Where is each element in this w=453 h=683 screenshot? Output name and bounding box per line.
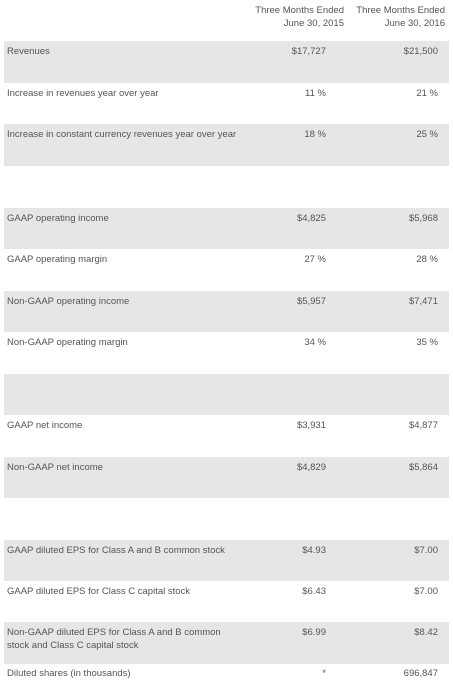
row-value-2015: $6.99 bbox=[302, 627, 326, 638]
table-row-revenue-growth: Increase in revenues year over year 11 %… bbox=[4, 83, 449, 124]
row-value-2016: $8.42 bbox=[414, 627, 438, 638]
table-row-revenues: Revenues $17,727 $21,500 bbox=[4, 41, 449, 83]
table-row-gaap-net-income: GAAP net income $3,931 $4,877 bbox=[4, 415, 449, 457]
column-header-2016-line1: Three Months Ended bbox=[356, 5, 445, 16]
column-header-2015: Three Months Ended June 30, 2015 bbox=[255, 4, 344, 30]
row-value-2016: $4,877 bbox=[408, 420, 438, 431]
table-row-non-gaap-operating-margin: Non-GAAP operating margin 34 % 35 % bbox=[4, 332, 449, 374]
table-row-gaap-eps-class-a-b: GAAP diluted EPS for Class A and B commo… bbox=[4, 540, 449, 581]
row-value-2016: $21,500 bbox=[403, 46, 438, 57]
row-value-2016: 28 % bbox=[416, 254, 438, 265]
table-row-gaap-operating-income: GAAP operating income $4,825 $5,968 bbox=[4, 208, 449, 249]
row-value-2015: 18 % bbox=[304, 129, 326, 140]
table-row-non-gaap-operating-income: Non-GAAP operating income $5,957 $7,471 bbox=[4, 291, 449, 332]
table-row-constant-currency-growth: Increase in constant currency revenues y… bbox=[4, 124, 449, 166]
table-row-non-gaap-eps: Non-GAAP diluted EPS for Class A and B c… bbox=[4, 622, 449, 664]
table-row-spacer bbox=[4, 374, 449, 415]
column-header-2015-line1: Three Months Ended bbox=[255, 5, 344, 16]
row-label: Non-GAAP net income bbox=[7, 462, 103, 473]
row-label: Increase in constant currency revenues y… bbox=[7, 129, 237, 140]
row-label: Revenues bbox=[7, 46, 50, 57]
column-header-2016-line2: June 30, 2016 bbox=[384, 18, 445, 29]
row-value-2016: 21 % bbox=[416, 88, 438, 99]
table-row-non-gaap-net-income: Non-GAAP net income $4,829 $5,864 bbox=[4, 457, 449, 498]
row-label: GAAP operating income bbox=[7, 213, 109, 224]
row-value-2015: $6.43 bbox=[302, 586, 326, 597]
column-header-2016: Three Months Ended June 30, 2016 bbox=[356, 4, 445, 30]
row-value-2016: 25 % bbox=[416, 129, 438, 140]
row-value-2016: 696,847 bbox=[403, 668, 438, 679]
row-value-2016: $5,968 bbox=[408, 213, 438, 224]
row-value-2015: 34 % bbox=[304, 337, 326, 348]
row-label: Diluted shares (in thousands) bbox=[7, 668, 131, 679]
row-value-2016: $5,864 bbox=[408, 462, 438, 473]
table-row-gaap-operating-margin: GAAP operating margin 27 % 28 % bbox=[4, 249, 449, 291]
row-value-2016: 35 % bbox=[416, 337, 438, 348]
row-label: GAAP operating margin bbox=[7, 254, 108, 265]
row-value-2015: 27 % bbox=[304, 254, 326, 265]
row-value-2015: $4,829 bbox=[296, 462, 326, 473]
row-label: GAAP diluted EPS for Class A and B commo… bbox=[7, 545, 225, 556]
row-value-2016: $7.00 bbox=[414, 545, 438, 556]
row-label: Increase in revenues year over year bbox=[7, 88, 159, 99]
row-value-2015: $4,825 bbox=[296, 213, 326, 224]
row-value-2015: * bbox=[322, 668, 326, 679]
row-value-2015: 11 % bbox=[305, 88, 326, 99]
row-value-2015: $5,957 bbox=[296, 296, 326, 307]
row-value-2015: $4.93 bbox=[302, 545, 326, 556]
row-value-2016: $7,471 bbox=[408, 296, 438, 307]
table-row-diluted-shares: Diluted shares (in thousands) * 696,847 bbox=[4, 664, 449, 683]
row-label: Non-GAAP diluted EPS for Class A and B c… bbox=[7, 627, 221, 651]
row-label: GAAP net income bbox=[7, 420, 83, 431]
table-row-gaap-eps-class-c: GAAP diluted EPS for Class C capital sto… bbox=[4, 581, 449, 622]
table-row-spacer bbox=[4, 498, 449, 540]
row-value-2015: $17,727 bbox=[291, 46, 326, 57]
column-header-2015-line2: June 30, 2015 bbox=[283, 18, 344, 29]
row-label: Non-GAAP operating margin bbox=[7, 337, 128, 348]
table-row-spacer bbox=[4, 166, 449, 208]
row-value-2016: $7.00 bbox=[414, 586, 438, 597]
row-label: GAAP diluted EPS for Class C capital sto… bbox=[7, 586, 191, 597]
row-label: Non-GAAP operating income bbox=[7, 296, 130, 307]
row-value-2015: $3,931 bbox=[296, 420, 326, 431]
